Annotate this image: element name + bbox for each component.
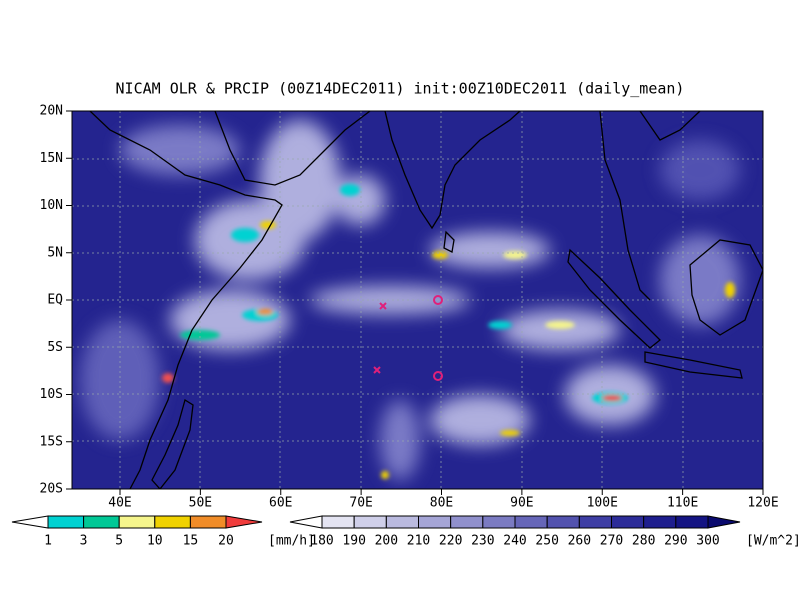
colorbar-label: 200 [375,534,398,549]
lon-label: 110E [667,496,698,511]
lat-label: 5S [47,340,63,355]
lat-label: 10S [40,387,63,402]
colorbar-box [118,515,156,529]
colorbar-label: 260 [568,534,591,549]
coastlines [89,111,763,489]
colorbar-box [514,515,548,529]
colorbar-label: 300 [696,534,719,549]
colorbar-under [289,515,323,529]
colorbar-box [154,515,191,529]
colorbar-over [707,515,741,529]
cloud-field [80,120,740,480]
colorbar-unit: [mm/h] [268,534,315,549]
lon-label: 80E [430,496,453,511]
colorbar-label: 210 [407,534,430,549]
colorbar-label: 230 [471,534,494,549]
lat-label: 10N [40,198,63,213]
lon-label: 100E [587,496,618,511]
lon-label: 70E [349,496,372,511]
lat-label: 20N [40,104,63,119]
colorbar-box [546,515,580,529]
colorbar-label: 270 [600,534,623,549]
colorbar-under [11,515,49,529]
colorbars: 1 3 5 10 15 20 [mm/h]180 190 200 210 220 230 240 250 2… [11,515,800,549]
colorbar-box [189,515,227,529]
colorbar-label: 290 [664,534,687,549]
x-marker [379,302,387,310]
lat-label: 5N [47,245,63,260]
colorbar-label: 5 [115,534,123,549]
map [72,111,763,489]
colorbar-label: 10 [147,534,163,549]
colorbar-unit: [W/m^2] [746,534,800,549]
colorbar-label: 220 [439,534,462,549]
x-marker [373,366,381,374]
colorbar-box [353,515,387,529]
colorbar-label: 280 [632,534,655,549]
lat-label: 15S [40,434,63,449]
colorbar-label: 190 [342,534,365,549]
lon-label: 40E [108,496,131,511]
colorbar-box [643,515,677,529]
lon-label: 90E [510,496,533,511]
colorbar-box [47,515,85,529]
colorbar-label: 250 [535,534,558,549]
markers [373,295,443,381]
lon-label: 120E [747,496,778,511]
lon-label: 60E [269,496,292,511]
colorbar-label: 240 [503,534,526,549]
colorbar-label: 180 [310,534,333,549]
colorbar-box [418,515,452,529]
colorbar-box [611,515,645,529]
circle-marker [433,371,443,381]
circle-marker [433,295,443,305]
colorbar-label: 15 [183,534,199,549]
colorbar-label: 20 [218,534,234,549]
colorbar-box [385,515,420,529]
colorbar-over [225,515,263,529]
colorbar-box [83,515,120,529]
colorbar-label: 3 [80,534,88,549]
colorbar-box [578,515,612,529]
colorbar-box [482,515,516,529]
lat-label: 20S [40,482,63,497]
lat-label: 15N [40,151,63,166]
colorbar-label: 1 [44,534,52,549]
colorbar-box [321,515,355,529]
lat-label: EQ [47,293,63,308]
grid [72,111,763,489]
colorbar-box [675,515,709,529]
lon-label: 50E [189,496,212,511]
axis-labels: 20N 15N 10N 5N EQ 5S 10S 15S 20S 40E 50E 60E 70E 80E 9… [40,104,779,511]
title: NICAM OLR & PRCIP (00Z14DEC2011) init:00… [116,80,685,98]
colorbar-box [450,515,484,529]
